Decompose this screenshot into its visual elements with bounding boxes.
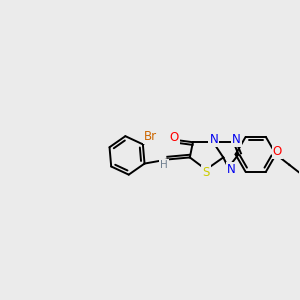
Text: H: H	[160, 160, 168, 170]
Text: N: N	[209, 134, 218, 146]
Text: N: N	[232, 134, 241, 146]
Text: S: S	[202, 166, 210, 179]
Text: O: O	[169, 131, 179, 144]
Text: Br: Br	[144, 130, 157, 143]
Text: O: O	[273, 145, 282, 158]
Text: N: N	[227, 164, 236, 176]
